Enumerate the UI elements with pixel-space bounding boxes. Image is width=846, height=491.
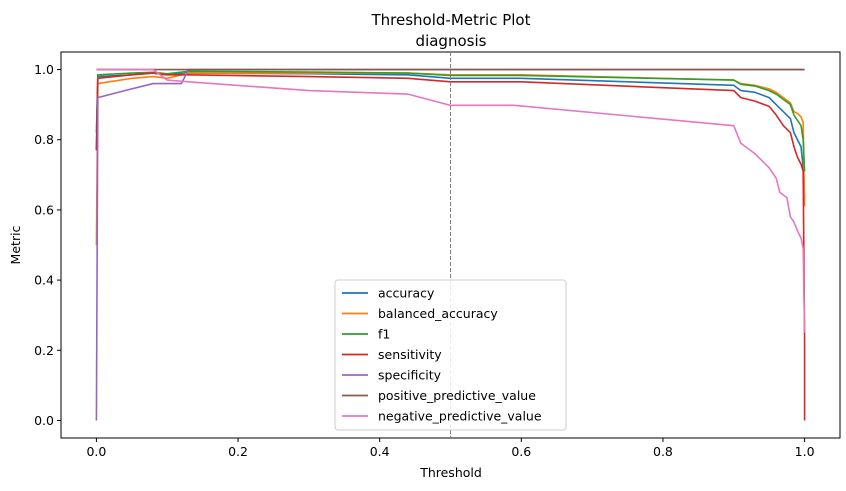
y-tick-label: 1.0 (34, 62, 54, 77)
chart-title: Threshold-Metric Plot (370, 11, 530, 29)
legend-label: specificity (378, 368, 442, 383)
x-tick-label: 0.0 (86, 444, 106, 459)
plot-area (60, 51, 841, 439)
x-tick-label: 0.2 (228, 444, 248, 459)
series-layer (95, 68, 806, 421)
x-axis: 0.0 0.2 0.4 0.6 0.8 1.0 (86, 438, 815, 459)
series-line-balanced-accuracy (95, 72, 806, 246)
y-axis: 0.0 0.2 0.4 0.6 0.8 1.0 (34, 62, 61, 428)
y-axis-label: Metric (8, 225, 23, 264)
legend-label: negative_predictive_value (378, 409, 542, 424)
legend-label: sensitivity (378, 347, 442, 362)
legend: accuracy balanced_accuracy f1 sensitivity sp… (334, 279, 567, 431)
y-tick-label: 0.0 (34, 413, 54, 428)
legend-label: accuracy (378, 286, 435, 301)
chart-subtitle: diagnosis (416, 32, 487, 50)
legend-label: f1 (378, 327, 390, 342)
y-tick-label: 0.4 (34, 273, 54, 288)
legend-label: balanced_accuracy (378, 306, 498, 321)
x-axis-label: Threshold (419, 465, 482, 480)
x-tick-label: 1.0 (795, 444, 815, 459)
y-tick-label: 0.2 (34, 343, 54, 358)
legend-label: positive_predictive_value (378, 388, 536, 403)
x-tick-label: 0.8 (653, 444, 673, 459)
y-tick-label: 0.6 (34, 202, 54, 217)
legend-box (334, 279, 567, 431)
series-line-negative-predictive-value (96, 68, 806, 333)
series-line-f1 (95, 70, 806, 172)
x-tick-label: 0.6 (511, 444, 531, 459)
x-tick-label: 0.4 (370, 444, 390, 459)
y-tick-label: 0.8 (34, 132, 54, 147)
series-line-sensitivity (95, 72, 806, 421)
